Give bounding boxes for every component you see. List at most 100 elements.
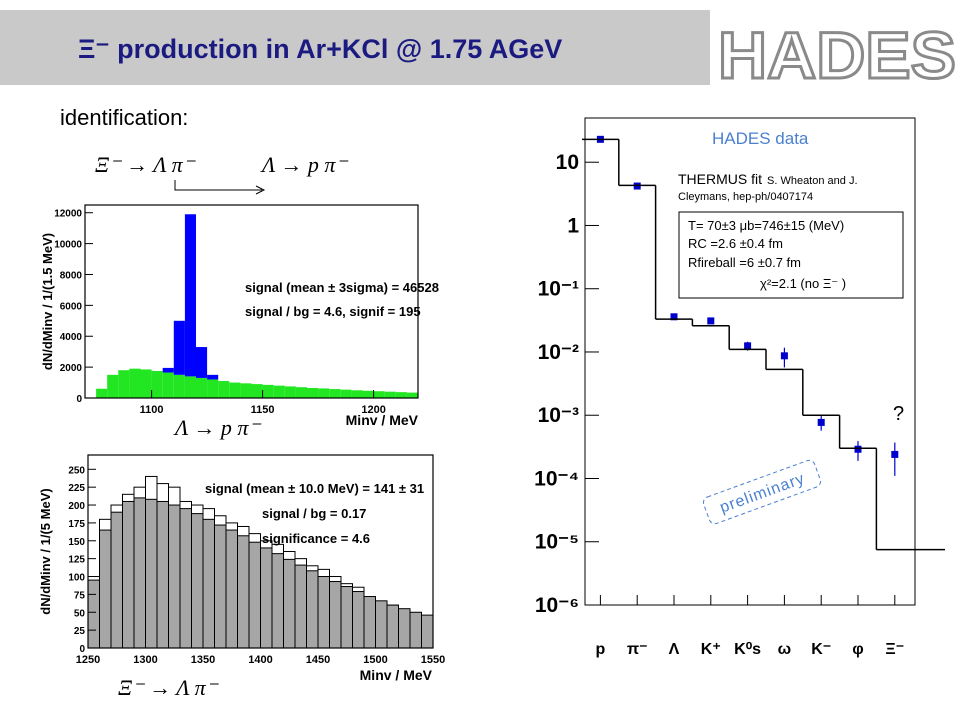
y-tick-label: 100 [68,573,85,584]
histogram-bar [248,541,261,649]
histogram-bar [340,586,353,649]
x-tick-label: K⁰s [734,641,761,658]
arrow-head [255,185,266,195]
x-axis-label: Minv / MeV [360,667,433,683]
histogram-bar [173,320,185,375]
legend-data: HADES data [712,129,809,148]
histogram-bar [295,387,307,398]
histogram-bar [284,386,296,398]
y-tick-label: 10⁻⁴ [534,467,579,490]
fit-parameter: T= 70±3 μb=746±15 (MeV) [688,218,844,233]
histogram-bar [251,384,263,398]
y-axis-label: dN/dMinv / 1/(1.5 MeV) [40,233,55,370]
data-point [817,418,825,426]
histogram-bar [184,214,196,377]
histogram-bar [156,500,169,649]
y-tick-label: 250 [68,465,85,476]
annotation: signal (mean ± 10.0 MeV) = 141 ± 31 [205,481,424,496]
histogram-bar [151,370,163,398]
x-tick-label: 1100 [140,404,164,416]
x-tick-label: p [596,641,606,658]
histogram-bar [229,382,241,398]
fit-parameter: χ²=2.1 (no Ξ⁻ ) [760,276,846,291]
data-point [854,445,862,453]
x-tick-label: 1250 [76,654,100,666]
histogram-bar [262,384,274,398]
histogram-bar [340,389,352,398]
plot-frame [584,117,916,606]
histogram-bar [99,529,112,649]
y-tick-label: 75 [74,590,86,601]
y-tick-label: 2000 [60,363,83,374]
plot-area [85,205,418,398]
histogram-bar [196,347,208,378]
histogram-bar [214,524,227,649]
x-tick-label: 1400 [248,654,272,666]
x-tick-label: 1200 [361,404,385,416]
x-tick-label: K⁺ [701,641,721,658]
histogram-bar [352,591,365,649]
y-tick-label: 10⁻⁶ [535,594,579,617]
histogram-bar [406,392,418,398]
data-point [891,450,899,458]
y-tick-label: 8000 [60,270,83,281]
logo: HADES [718,18,956,92]
data-point [707,317,715,325]
histogram-bar [122,500,135,649]
y-tick-label: 50 [74,608,86,619]
y-tick-label: 200 [68,501,85,512]
histogram-bar [168,504,181,649]
fit-reference: Cleymans, hep-ph/0407174 [678,191,813,203]
x-tick-label: 1450 [306,654,330,666]
histogram-bar [409,611,422,649]
title-bar [0,10,710,85]
arrow [174,180,262,191]
histogram-bar [133,497,146,649]
y-tick-label: 12000 [54,209,82,220]
histogram-bar [218,381,230,398]
histogram-bar [362,390,374,398]
y-tick-label: 0 [76,394,82,405]
decay-formula: Ξ⁻ → Λ π⁻ [118,675,220,700]
histogram-bar [306,570,319,649]
histogram-bar [162,372,174,398]
fit-parameter: Rfireball =6 ±0.7 fm [688,255,801,270]
histogram-bar [421,614,434,649]
histogram-bar [237,535,250,649]
x-tick-label: 1550 [421,654,445,666]
histogram-bar [318,388,330,398]
y-tick-label: 10000 [54,240,82,251]
histogram-bar [87,579,100,649]
data-point [744,342,752,350]
histogram-bar [140,369,152,398]
y-axis-label: dN/dMinv / 1/(5 MeV) [38,488,53,614]
y-tick-label: 10⁻¹ [538,278,579,301]
decay-formula: Ξ⁻ → Λ π⁻ [95,152,197,177]
y-tick-label: 10 [556,151,579,174]
x-tick-label: Λ [669,641,680,658]
x-tick-label: 1350 [191,654,215,666]
histogram-bar [384,391,396,398]
histogram-bar [283,558,296,649]
fit-reference: S. Wheaton and J. [767,175,858,187]
slide-title: Ξ⁻ production in Ar+KCl @ 1.75 AGeV [78,34,562,64]
decay-formula: Λ → p π⁻ [260,152,349,177]
histogram-bar [207,379,219,398]
data-point [670,313,678,321]
annotation: signal / bg = 4.6, signif = 195 [245,304,421,319]
histogram-bar [196,377,208,398]
histogram-bar [110,511,123,649]
x-tick-label: ω [778,641,792,658]
histogram-bar [329,389,341,398]
histogram-bar [294,564,307,649]
y-tick-label: 4000 [60,332,83,343]
y-tick-label: 0 [79,644,85,655]
annotation: ? [893,403,904,425]
histogram-bar [317,576,330,649]
histogram-bar [118,370,130,398]
y-tick-label: 1 [567,214,579,237]
x-tick-label: Ξ⁻ [885,641,904,658]
y-tick-label: 6000 [60,301,83,312]
y-tick-label: 225 [68,483,85,494]
